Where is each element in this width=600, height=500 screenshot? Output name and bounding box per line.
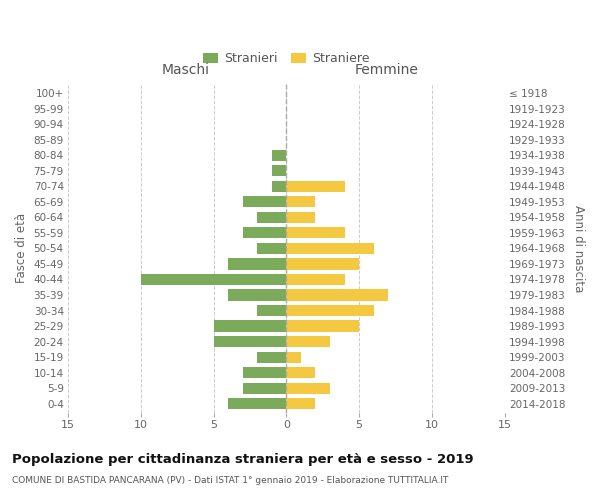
Bar <box>242 367 286 378</box>
Bar <box>228 290 286 300</box>
Bar <box>286 367 316 378</box>
Bar <box>286 398 316 409</box>
Bar <box>286 336 330 347</box>
Bar <box>257 305 286 316</box>
Bar <box>257 243 286 254</box>
Bar <box>286 305 374 316</box>
Bar <box>242 196 286 207</box>
Bar <box>286 274 344 285</box>
Bar <box>272 150 286 161</box>
Bar <box>286 212 316 223</box>
Bar <box>242 382 286 394</box>
Bar <box>214 320 286 332</box>
Bar <box>141 274 286 285</box>
Bar <box>286 352 301 362</box>
Legend: Stranieri, Straniere: Stranieri, Straniere <box>199 47 374 70</box>
Bar <box>286 258 359 270</box>
Bar <box>214 336 286 347</box>
Text: Maschi: Maschi <box>162 63 210 77</box>
Bar <box>272 165 286 176</box>
Y-axis label: Fasce di età: Fasce di età <box>15 214 28 284</box>
Bar <box>286 382 330 394</box>
Bar <box>286 320 359 332</box>
Text: COMUNE DI BASTIDA PANCARANA (PV) - Dati ISTAT 1° gennaio 2019 - Elaborazione TUT: COMUNE DI BASTIDA PANCARANA (PV) - Dati … <box>12 476 448 485</box>
Bar <box>228 398 286 409</box>
Bar <box>272 180 286 192</box>
Text: Femmine: Femmine <box>355 63 419 77</box>
Text: Popolazione per cittadinanza straniera per età e sesso - 2019: Popolazione per cittadinanza straniera p… <box>12 452 473 466</box>
Bar <box>286 180 344 192</box>
Bar <box>286 243 374 254</box>
Bar <box>242 228 286 238</box>
Bar <box>286 228 344 238</box>
Bar <box>286 290 388 300</box>
Bar <box>286 196 316 207</box>
Bar <box>257 212 286 223</box>
Bar <box>257 352 286 362</box>
Bar <box>228 258 286 270</box>
Y-axis label: Anni di nascita: Anni di nascita <box>572 204 585 292</box>
